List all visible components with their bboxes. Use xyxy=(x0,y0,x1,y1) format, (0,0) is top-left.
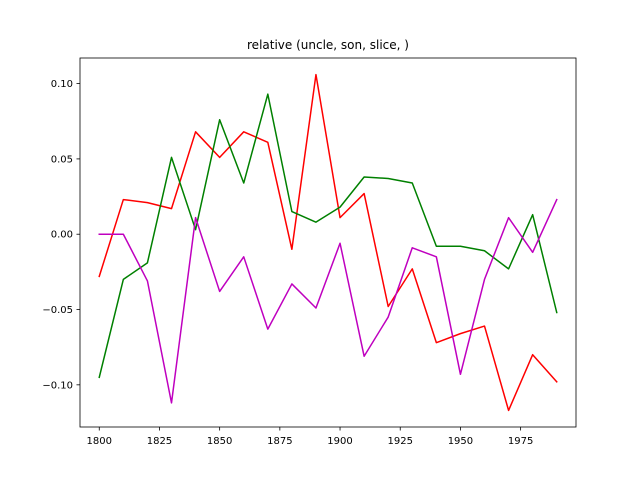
y-tick-label: 0.10 xyxy=(51,79,73,90)
series-line-2 xyxy=(98,93,558,379)
chart-title: relative (uncle, son, slice, ) xyxy=(247,38,409,52)
x-tick-label: 1800 xyxy=(87,436,112,447)
x-tick-label: 1850 xyxy=(207,436,232,447)
y-tick-label: 0.00 xyxy=(51,230,73,241)
y-tick-label: −0.10 xyxy=(42,380,73,391)
x-tick-label: 1825 xyxy=(147,436,172,447)
x-tick-label: 1925 xyxy=(388,436,413,447)
x-tick-label: 1950 xyxy=(448,436,473,447)
y-tick-label: −0.05 xyxy=(42,305,73,316)
x-tick-label: 1900 xyxy=(327,436,352,447)
series-layer xyxy=(98,73,558,412)
y-tick-label: 0.05 xyxy=(51,154,73,165)
series-line-3 xyxy=(98,198,558,404)
y-axis: −0.10 −0.05 0.00 0.05 0.10 xyxy=(42,79,80,391)
x-tick-label: 1875 xyxy=(267,436,292,447)
x-axis: 1800 1825 1850 1875 1900 1925 1950 1975 xyxy=(87,427,533,447)
x-tick-label: 1975 xyxy=(508,436,533,447)
series-line-1 xyxy=(98,73,558,412)
plot-frame xyxy=(79,57,577,428)
